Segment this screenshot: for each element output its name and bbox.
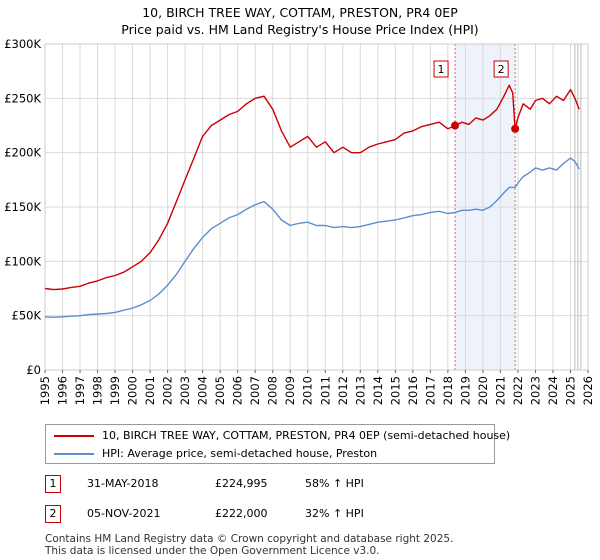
x-tick-label: 2005 [213, 376, 227, 405]
x-tick-label: 2014 [371, 376, 385, 405]
x-tick-label: 2009 [283, 376, 297, 405]
x-tick-label: 2006 [231, 376, 245, 405]
x-tick-label: 2025 [563, 376, 577, 405]
x-tick-label: 2017 [423, 376, 437, 405]
x-tick-label: 2004 [196, 376, 210, 405]
y-tick-label: £250K [4, 91, 41, 105]
price-chart: 1 2 £0 £50K £100K £150K £200K £250K £300K 1995 199… [4, 37, 595, 405]
chart-title-line2: Price paid vs. HM Land Registry's House … [121, 22, 479, 37]
y-tick-label: £0 [26, 363, 41, 377]
x-tick-label: 1995 [38, 376, 52, 405]
transaction-date: 05-NOV-2021 [87, 507, 161, 520]
y-tick-label: £200K [4, 146, 41, 160]
transaction-number-badge: 1 [45, 475, 61, 493]
footer-line1: Contains HM Land Registry data © Crown c… [45, 533, 454, 545]
x-tick-label: 2020 [476, 376, 490, 405]
transaction-price: £222,000 [215, 507, 268, 520]
transaction-point [511, 124, 520, 133]
x-tick-label: 2024 [546, 376, 560, 405]
transaction-date: 31-MAY-2018 [87, 477, 159, 490]
transaction-label-box [433, 60, 449, 78]
x-tick-label: 2021 [493, 376, 507, 405]
x-tick-label: 2010 [301, 376, 315, 405]
transaction-point [451, 121, 460, 130]
x-tick-label: 2002 [161, 376, 175, 405]
x-tick-label: 2019 [458, 376, 472, 405]
transaction-hpi-change: 58% ↑ HPI [305, 477, 364, 490]
y-tick-label: £300K [4, 37, 41, 51]
x-tick-label: 2026 [581, 376, 595, 405]
x-tick-label: 2001 [143, 376, 157, 405]
series-line-hpi [44, 157, 580, 318]
legend-label-property: 10, BIRCH TREE WAY, COTTAM, PRESTON, PR4… [102, 429, 511, 442]
legend-swatch-hpi [54, 453, 94, 455]
x-tick-label: 1996 [56, 376, 70, 405]
y-tick-label: £50K [12, 309, 42, 323]
transaction-label-text: 2 [498, 63, 505, 76]
transaction-label-text: 1 [438, 63, 445, 76]
plot-frame [44, 43, 589, 371]
legend-swatch-property [54, 435, 94, 437]
transaction-row-1: 1 31-MAY-2018 £224,995 58% ↑ HPI [45, 474, 565, 494]
x-tick-label: 2022 [511, 376, 525, 405]
transaction-hpi-change: 32% ↑ HPI [305, 507, 364, 520]
transaction-row-2: 2 05-NOV-2021 £222,000 32% ↑ HPI [45, 504, 565, 524]
y-tick-label: £100K [4, 254, 41, 268]
transaction-label-box [493, 60, 509, 78]
x-tick-label: 1997 [73, 376, 87, 405]
x-tick-label: 2013 [353, 376, 367, 405]
chart-title: 10, BIRCH TREE WAY, COTTAM, PRESTON, PR4… [0, 4, 600, 38]
series-line-property [44, 84, 580, 291]
x-tick-label: 2011 [318, 376, 332, 405]
x-tick-label: 1999 [108, 376, 122, 405]
y-tick-label: £150K [4, 200, 41, 214]
x-tick-label: 2000 [126, 376, 140, 405]
x-tick-label: 1998 [91, 376, 105, 405]
x-tick-label: 2007 [248, 376, 262, 405]
chart-title-line1: 10, BIRCH TREE WAY, COTTAM, PRESTON, PR4… [142, 5, 458, 20]
chart-legend: 10, BIRCH TREE WAY, COTTAM, PRESTON, PR4… [45, 424, 510, 464]
footer-line2: This data is licensed under the Open Gov… [45, 545, 380, 557]
transaction-price: £224,995 [215, 477, 268, 490]
x-tick-label: 2012 [336, 376, 350, 405]
x-tick-label: 2018 [441, 376, 455, 405]
x-tick-label: 2015 [388, 376, 402, 405]
footer-attribution: Contains HM Land Registry data © Crown c… [45, 533, 585, 557]
x-tick-label: 2008 [266, 376, 280, 405]
x-tick-label: 2016 [406, 376, 420, 405]
x-tick-label: 2023 [528, 376, 542, 405]
x-tick-label: 2003 [178, 376, 192, 405]
legend-label-hpi: HPI: Average price, semi-detached house,… [102, 447, 378, 460]
transaction-number-badge: 2 [45, 505, 61, 523]
